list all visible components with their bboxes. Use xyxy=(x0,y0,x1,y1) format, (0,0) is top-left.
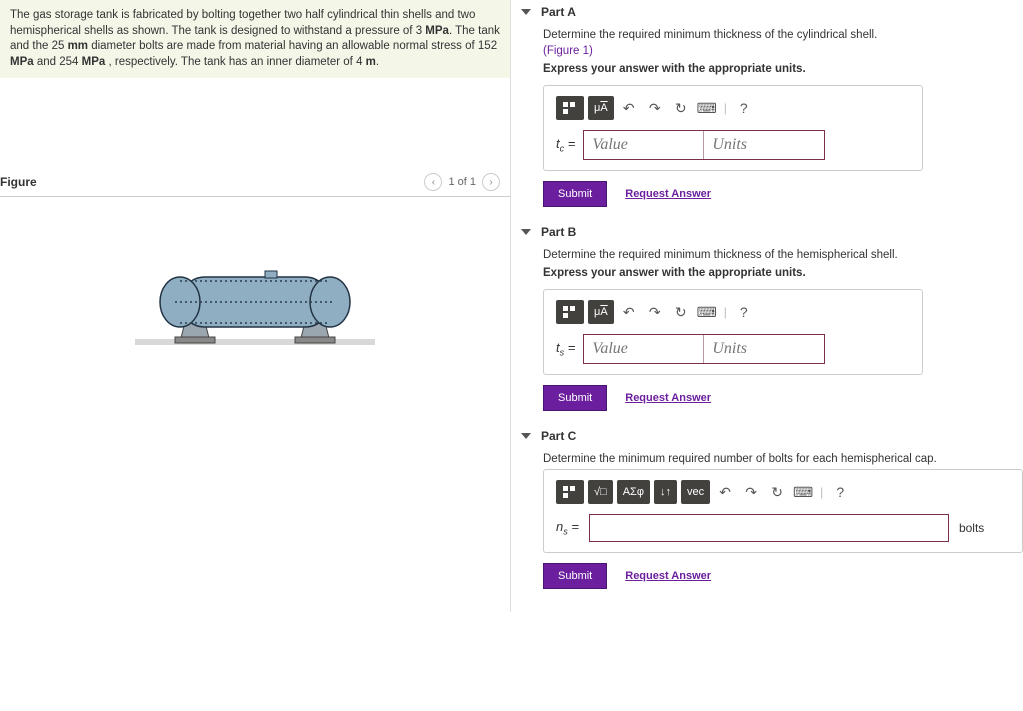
reset-icon[interactable]: ↻ xyxy=(670,97,692,119)
answer-box: μA↶↷↻⌨ |? ts = xyxy=(543,289,923,375)
part-body: Determine the minimum required number of… xyxy=(543,453,1013,589)
chevron-down-icon xyxy=(521,229,531,235)
submit-button[interactable]: Submit xyxy=(543,385,607,411)
answer-box: √□ΑΣφ↓↑vec↶↷↻⌨ |? ns = bolts xyxy=(543,469,1023,553)
value-input[interactable] xyxy=(584,131,704,159)
undo-icon[interactable]: ↶ xyxy=(618,301,640,323)
units-input[interactable] xyxy=(704,131,824,159)
answer-toolbar: μA↶↷↻⌨ |? xyxy=(556,96,910,120)
reset-icon[interactable]: ↻ xyxy=(670,301,692,323)
part-header[interactable]: Part C xyxy=(521,429,1013,443)
reset-icon[interactable]: ↻ xyxy=(766,481,788,503)
figure-link[interactable]: (Figure 1) xyxy=(543,45,1013,57)
help-icon[interactable]: ? xyxy=(733,97,755,119)
value-input[interactable] xyxy=(584,335,704,363)
request-answer-link[interactable]: Request Answer xyxy=(625,570,711,582)
part-header[interactable]: Part B xyxy=(521,225,1013,239)
units-icon[interactable]: μA xyxy=(588,96,614,120)
figure-counter: 1 of 1 xyxy=(448,176,476,188)
express-instruction: Express your answer with the appropriate… xyxy=(543,63,1013,75)
help-icon[interactable]: ? xyxy=(733,301,755,323)
undo-icon[interactable]: ↶ xyxy=(714,481,736,503)
value-units-input xyxy=(583,130,825,160)
figure-label: Figure xyxy=(0,175,37,189)
redo-icon[interactable]: ↷ xyxy=(644,301,666,323)
variable-label: ts = xyxy=(556,340,575,358)
templates-icon[interactable] xyxy=(556,300,584,324)
units-input[interactable] xyxy=(704,335,824,363)
answer-toolbar: μA↶↷↻⌨ |? xyxy=(556,300,910,324)
sqrt-icon[interactable]: √□ xyxy=(588,480,613,504)
part-prompt: Determine the minimum required number of… xyxy=(543,453,1013,465)
answer-toolbar: √□ΑΣφ↓↑vec↶↷↻⌨ |? xyxy=(556,480,1010,504)
part-title: Part A xyxy=(541,5,576,19)
express-instruction: Express your answer with the appropriate… xyxy=(543,267,1013,279)
chevron-down-icon xyxy=(521,9,531,15)
part-title: Part C xyxy=(541,429,576,443)
part-body: Determine the required minimum thickness… xyxy=(543,29,1013,207)
redo-icon[interactable]: ↷ xyxy=(740,481,762,503)
submit-button[interactable]: Submit xyxy=(543,563,607,589)
answer-input[interactable] xyxy=(589,514,949,542)
input-row: ns = bolts xyxy=(556,514,1010,542)
keyboard-icon[interactable]: ⌨ xyxy=(696,301,718,323)
part-prompt: Determine the required minimum thickness… xyxy=(543,29,1013,41)
action-row: Submit Request Answer xyxy=(543,385,1013,411)
vec-icon[interactable]: vec xyxy=(681,480,710,504)
templates-icon[interactable] xyxy=(556,480,584,504)
greek-icon[interactable]: ΑΣφ xyxy=(617,480,650,504)
value-units-input xyxy=(583,334,825,364)
separator: | xyxy=(820,485,823,499)
part-prompt: Determine the required minimum thickness… xyxy=(543,249,1013,261)
request-answer-link[interactable]: Request Answer xyxy=(625,392,711,404)
keyboard-icon[interactable]: ⌨ xyxy=(792,481,814,503)
figure-prev-button[interactable]: ‹ xyxy=(424,173,442,191)
figure-area xyxy=(0,227,510,387)
subscript-icon[interactable]: ↓↑ xyxy=(654,480,677,504)
part-header[interactable]: Part A xyxy=(521,5,1013,19)
problem-statement: The gas storage tank is fabricated by bo… xyxy=(0,0,510,78)
input-row: tc = xyxy=(556,130,910,160)
variable-label: ns = xyxy=(556,519,579,537)
variable-label: tc = xyxy=(556,136,575,154)
part-body: Determine the required minimum thickness… xyxy=(543,249,1013,411)
chevron-down-icon xyxy=(521,433,531,439)
units-icon[interactable]: μA xyxy=(588,300,614,324)
separator: | xyxy=(724,305,727,319)
keyboard-icon[interactable]: ⌨ xyxy=(696,97,718,119)
redo-icon[interactable]: ↷ xyxy=(644,97,666,119)
figure-nav: ‹ 1 of 1 › xyxy=(424,173,500,191)
part-title: Part B xyxy=(541,225,576,239)
templates-icon[interactable] xyxy=(556,96,584,120)
request-answer-link[interactable]: Request Answer xyxy=(625,188,711,200)
undo-icon[interactable]: ↶ xyxy=(618,97,640,119)
action-row: Submit Request Answer xyxy=(543,181,1013,207)
tank-figure xyxy=(125,247,385,367)
help-icon[interactable]: ? xyxy=(829,481,851,503)
action-row: Submit Request Answer xyxy=(543,563,1013,589)
figure-next-button[interactable]: › xyxy=(482,173,500,191)
units-label: bolts xyxy=(959,521,984,535)
separator: | xyxy=(724,101,727,115)
input-row: ts = xyxy=(556,334,910,364)
figure-header: Figure ‹ 1 of 1 › xyxy=(0,168,510,197)
answer-box: μA↶↷↻⌨ |? tc = xyxy=(543,85,923,171)
submit-button[interactable]: Submit xyxy=(543,181,607,207)
